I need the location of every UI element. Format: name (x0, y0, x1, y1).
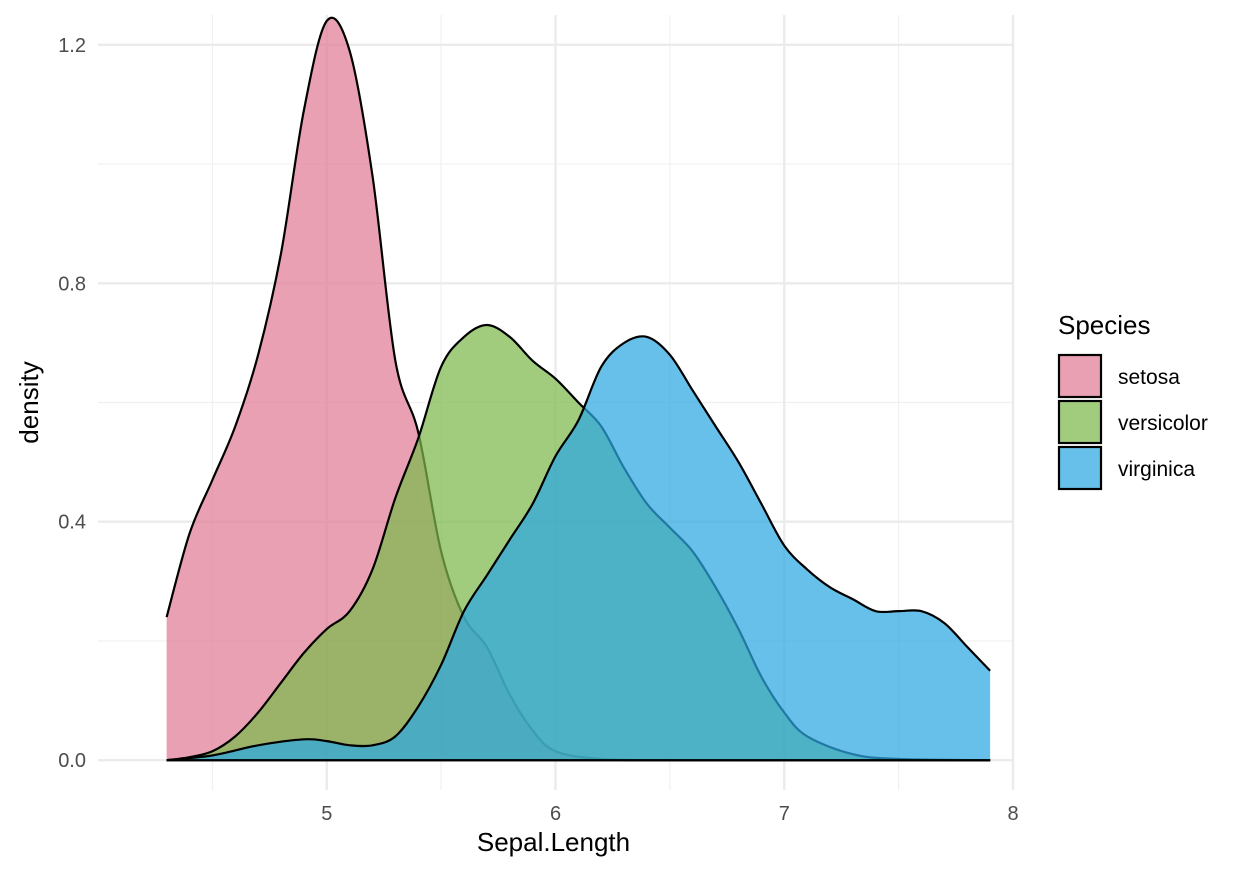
y-axis-title: density (14, 361, 44, 443)
legend-label-versicolor: versicolor (1118, 412, 1208, 435)
legend-key-virginica (1057, 445, 1103, 491)
legend-key-setosa (1057, 353, 1103, 399)
x-axis-title: Sepal.Length (477, 827, 630, 857)
y-tick-label: 1.2 (58, 35, 86, 57)
legend-label-setosa: setosa (1118, 366, 1180, 389)
density-area-virginica (166, 336, 991, 761)
x-tick-label: 8 (1007, 803, 1018, 825)
legend: Species setosa versicolor virginica (1057, 310, 1208, 491)
x-tick-label: 5 (321, 803, 332, 825)
axis-layer: 5 6 7 8 0.0 0.4 0.8 1.2 Sepal.Length density (14, 35, 1019, 857)
legend-key-versicolor (1057, 399, 1103, 445)
y-tick-label: 0.4 (58, 512, 86, 534)
x-tick-label: 6 (550, 803, 561, 825)
y-tick-label: 0.8 (58, 273, 86, 295)
y-tick-label: 0.0 (58, 750, 86, 772)
legend-label-virginica: virginica (1118, 458, 1195, 481)
x-tick-label: 7 (779, 803, 790, 825)
density-line-virginica (166, 335, 991, 762)
legend-title: Species (1058, 310, 1151, 340)
plot-layer (165, 16, 991, 762)
